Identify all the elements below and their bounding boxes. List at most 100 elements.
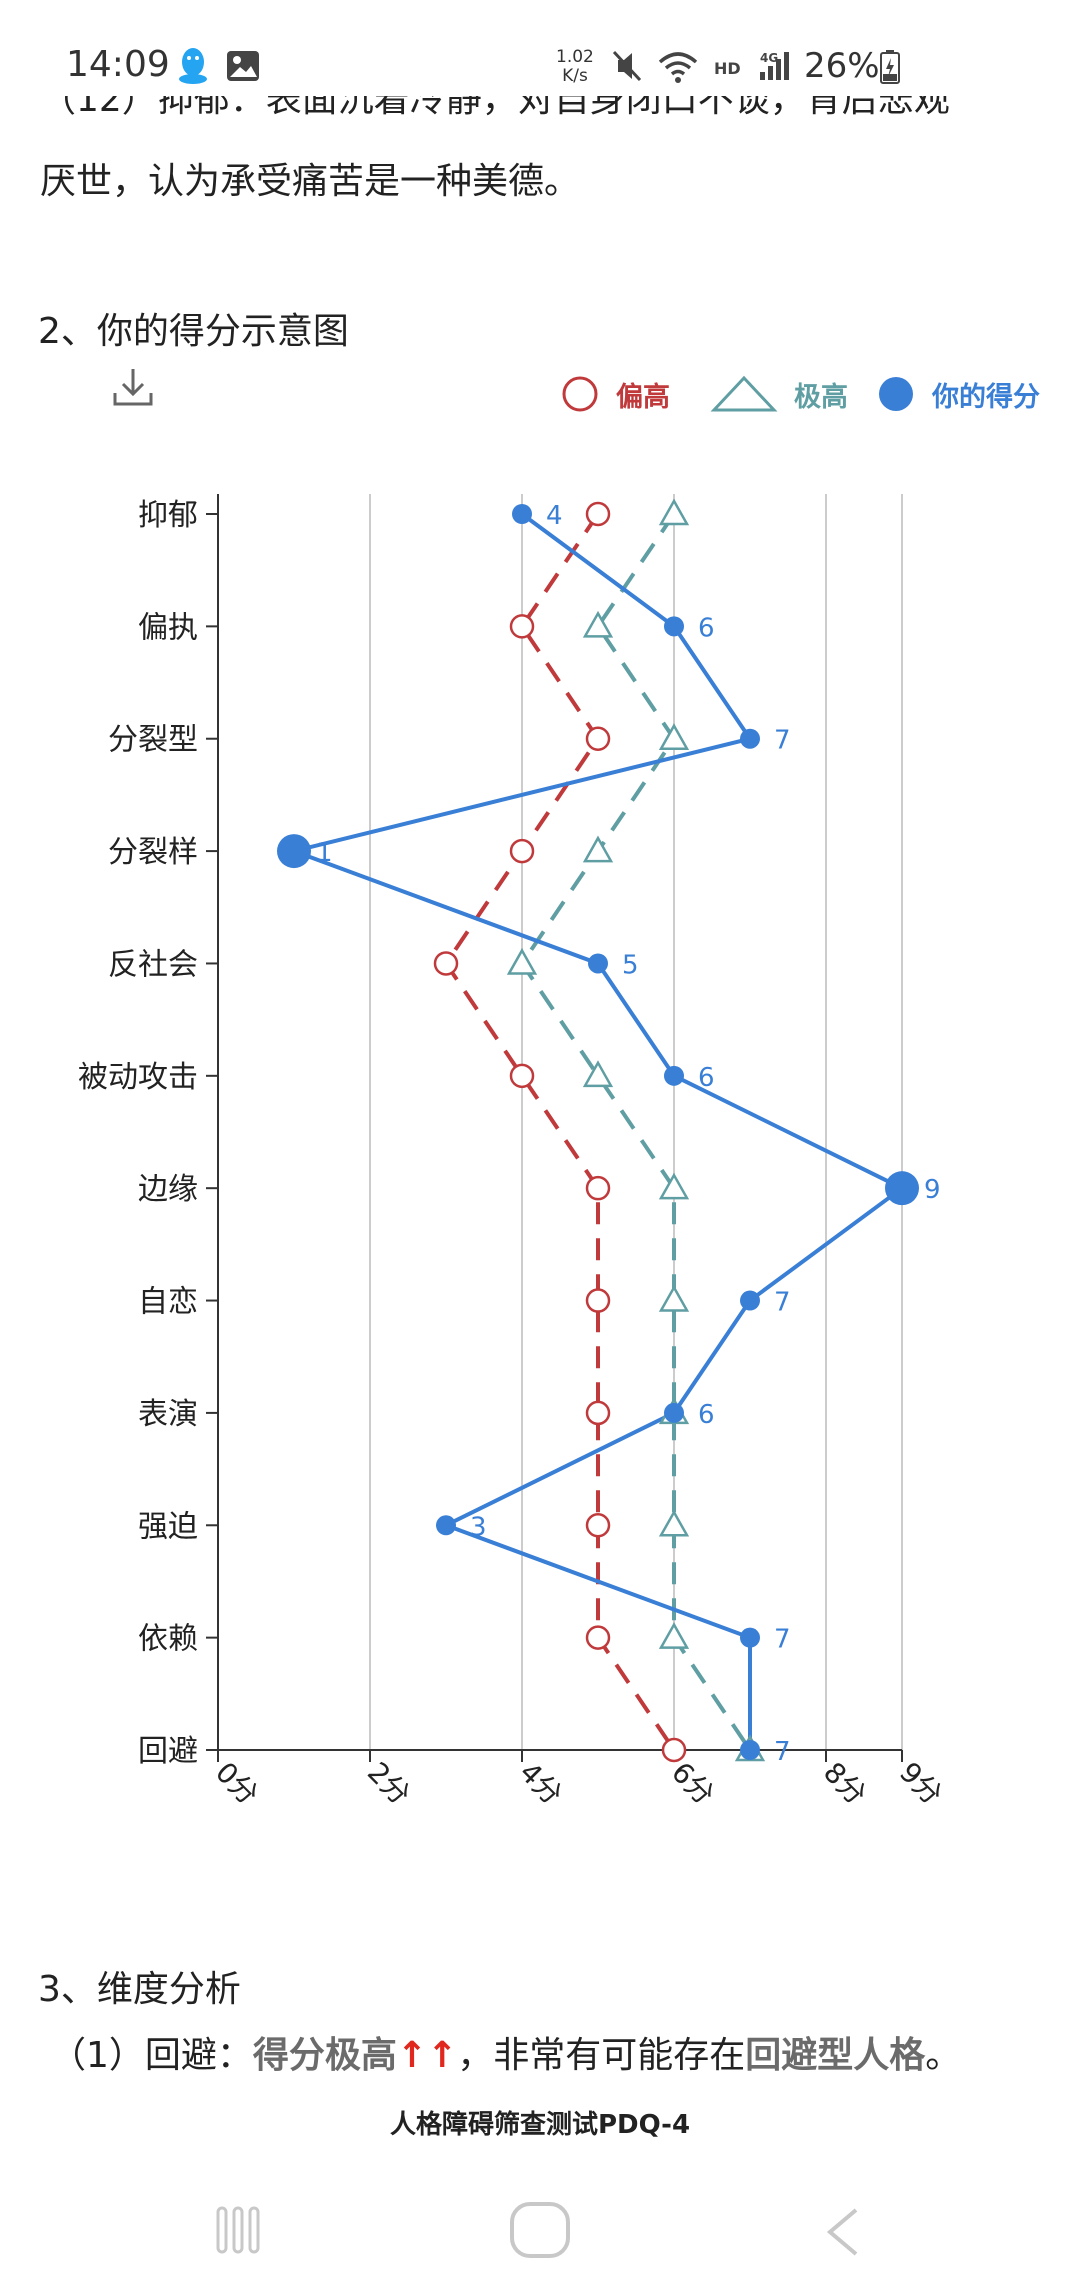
very-high-point [658,1172,690,1200]
score-value-label: 4 [546,501,563,531]
score-value-label: 6 [698,1400,715,1430]
x-tick-label: 0分 [209,1756,265,1812]
legend-item-very-high[interactable]: 极高 [710,374,848,414]
article-partial-line: （12）抑郁：表面沉着冷静，对自身闭口不谈，背后悲观 [40,96,1080,136]
category-label: 自恋 [138,1285,198,1320]
score-value-label: 7 [774,1737,791,1767]
score-value-label: 6 [698,613,715,643]
high-point [585,1625,611,1650]
legend-triangle-hollow-icon [710,375,778,412]
category-label: 反社会 [108,947,198,982]
signal-icon [760,52,789,80]
score-point [664,1065,684,1086]
series-line-score [287,512,906,1750]
analysis-middle: ，非常有可能存在 [457,2035,746,2076]
section2-title: 2、你的得分示意图 [38,311,349,352]
analysis-emphasis-type: 回避型人格 [745,2035,926,2076]
wifi-icon [658,52,698,83]
series-line-high [443,512,676,1752]
very-high-point [658,1285,690,1312]
score-point [740,1627,760,1648]
x-tick-label: 6分 [665,1756,721,1812]
score-point [885,1171,919,1206]
recent-apps-button[interactable] [200,2194,280,2264]
analysis-line: （1）回避：得分极高↑↑，非常有可能存在回避型人格。 [50,2026,961,2078]
high-point [585,1400,611,1426]
mute-icon [612,50,642,82]
score-point [664,1402,684,1423]
score-point [588,953,608,974]
net-speed-unit: K/s [562,66,588,86]
gallery-icon [227,51,259,81]
high-point [433,951,459,976]
legend-label-very-high: 极高 [794,381,848,413]
analysis-suffix: 。 [925,2035,962,2076]
home-button[interactable] [510,2202,570,2258]
signal-label: 4G [760,51,778,65]
legend-label-score: 你的得分 [932,381,1040,413]
status-bar: 14:09 1.02 K/s HD 4G 26% [0,0,1080,120]
very-high-point [582,610,614,638]
article-partial-text: （12）抑郁：表面沉着冷静，对自身闭口不谈，背后悲观 [40,96,950,120]
battery-charging-icon [880,50,900,84]
qq-icon [179,48,207,84]
high-point [661,1737,687,1763]
category-label: 抑郁 [138,498,198,533]
score-value-label: 6 [698,1063,715,1093]
high-point [509,614,535,639]
high-point [585,1288,611,1313]
footer-title: 人格障碍筛查测试PDQ-4 [389,2110,691,2140]
score-value-label: 7 [774,1288,791,1318]
score-point [436,1515,456,1536]
series-line-very-high [519,512,752,1752]
analysis-arrows: ↑↑ [396,2035,458,2076]
very-high-point [506,947,538,975]
category-label: 分裂型 [108,723,198,758]
score-value-label: 7 [774,1625,791,1655]
score-point [664,616,684,637]
legend-item-score[interactable]: 你的得分 [876,374,1040,414]
status-icons: HD 4G [612,50,789,83]
category-label: 强迫 [138,1509,198,1544]
category-label: 回避 [138,1734,198,1769]
legend-label-high: 偏高 [616,381,670,413]
x-tick-label: 4分 [513,1756,569,1812]
very-high-point [582,1060,614,1088]
very-high-point [658,1509,690,1537]
category-label: 边缘 [138,1172,198,1207]
net-speed: 1.02 K/s [556,48,594,86]
battery-percent: 26% [804,46,880,86]
score-value-label: 5 [622,950,639,980]
legend-circle-hollow-icon [562,376,598,412]
x-tick-label: 8分 [817,1756,873,1812]
legend-item-high[interactable]: 偏高 [560,374,670,414]
score-value-label: 7 [774,726,791,756]
score-point [277,834,311,869]
x-tick-label: 2分 [361,1756,417,1812]
download-icon[interactable] [112,366,154,408]
net-speed-value: 1.02 [556,47,594,67]
score-point [740,728,760,749]
score-value-label: 3 [470,1512,487,1542]
category-label: 依赖 [138,1622,198,1657]
score-point [740,1740,760,1760]
score-point [512,504,532,524]
analysis-prefix: （1）回避： [50,2035,253,2076]
status-time: 14:09 [66,44,170,85]
category-label: 表演 [138,1397,198,1432]
high-point [585,726,611,751]
high-point [509,838,535,864]
score-value-label: 9 [924,1175,941,1205]
score-chart: 抑郁 偏执 分裂型 分裂样 反社会 被动攻击 边缘 自恋 表演 强迫 依赖 回避 0分 2分 4分 6分 8分 9… [0,420,1080,1824]
very-high-point [658,723,690,750]
section3-title: 3、维度分析 [38,1969,241,2010]
very-high-point [582,835,614,863]
analysis-emphasis: 得分极高 [252,2035,397,2076]
category-label: 被动攻击 [78,1060,198,1095]
back-button[interactable] [826,2208,858,2256]
category-label: 偏执 [138,610,198,645]
article-line: 厌世，认为承受痛苦是一种美德。 [40,161,581,202]
high-point [509,1063,535,1089]
score-point [740,1290,760,1311]
